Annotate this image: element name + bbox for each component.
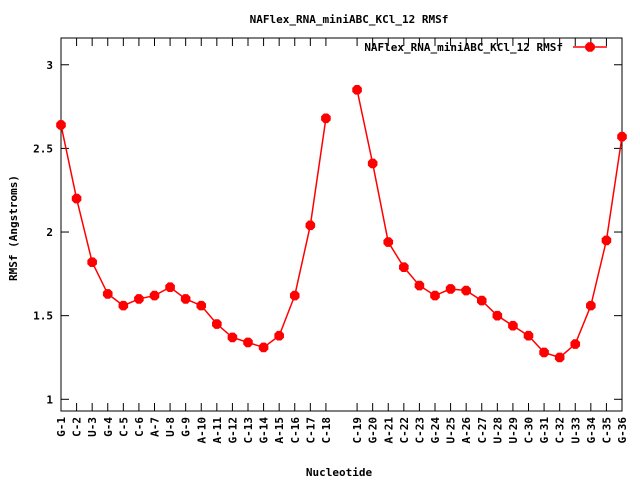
data-point-G-36 <box>617 131 627 142</box>
data-point-C-17 <box>305 220 316 231</box>
x-tick-label: G-14 <box>258 417 271 444</box>
x-tick-label: G-20 <box>367 417 380 444</box>
x-tick-label: C-6 <box>133 417 146 437</box>
data-point-U-25 <box>445 284 456 294</box>
y-tick-label: 1 <box>46 393 53 406</box>
x-tick-label: C-2 <box>71 417 84 437</box>
data-point-C-19 <box>352 85 362 95</box>
data-point-A-10 <box>196 300 207 311</box>
x-tick-label: C-32 <box>554 417 567 444</box>
data-point-G-34 <box>586 300 596 311</box>
x-tick-label: C-35 <box>600 417 613 444</box>
plot-border <box>60 37 623 412</box>
data-point-A-7 <box>149 290 160 301</box>
x-tick-label: G-9 <box>180 417 193 437</box>
data-point-G-1 <box>56 120 66 130</box>
x-tick-label: A-21 <box>382 417 395 444</box>
x-tick-label: G-31 <box>538 417 551 444</box>
data-point-C-22 <box>399 262 409 272</box>
data-point-C-23 <box>414 280 425 291</box>
data-point-G-20 <box>367 158 378 169</box>
x-tick-label: U-28 <box>491 417 504 444</box>
data-point-C-30 <box>523 330 534 341</box>
data-point-C-2 <box>71 193 82 204</box>
data-point-C-35 <box>601 235 612 246</box>
x-tick-label: U-25 <box>445 417 458 444</box>
plot-frame <box>60 37 623 412</box>
x-tick-label: U-3 <box>86 417 99 437</box>
data-point-A-26 <box>461 285 471 296</box>
x-tick-label: C-22 <box>398 417 411 444</box>
x-tick-label: A-10 <box>195 417 208 444</box>
x-tick-label: C-17 <box>304 417 317 444</box>
x-tick-label: U-8 <box>164 417 177 437</box>
data-point-A-11 <box>212 319 222 329</box>
data-point-G-4 <box>102 289 113 299</box>
y-tick-label: 3 <box>46 59 53 72</box>
x-tick-label: C-23 <box>413 417 426 444</box>
data-point-C-18 <box>321 113 331 124</box>
x-tick-label: C-27 <box>476 417 489 444</box>
x-tick-label: C-5 <box>117 417 130 437</box>
data-point-G-24 <box>430 290 440 301</box>
x-tick-label: C-16 <box>289 417 302 444</box>
x-tick-label: G-4 <box>102 417 115 437</box>
data-point-G-12 <box>227 332 238 343</box>
x-tick-label: A-7 <box>149 417 162 437</box>
data-point-C-5 <box>118 300 129 311</box>
data-point-A-21 <box>383 237 394 247</box>
data-point-U-33 <box>570 339 581 349</box>
data-series <box>56 85 627 363</box>
data-point-G-9 <box>180 294 191 304</box>
data-point-C-32 <box>554 352 565 363</box>
x-tick-label: G-12 <box>226 417 239 444</box>
data-point-G-31 <box>539 347 549 358</box>
data-point-U-29 <box>508 320 518 331</box>
legend-entry-label: NAFlex_RNA_miniABC_KCl_12 RMSf <box>364 41 563 54</box>
data-point-C-27 <box>476 295 487 306</box>
x-axis-label: Nucleotide <box>306 466 373 479</box>
x-tick-label: U-29 <box>507 417 520 444</box>
x-tick-label: C-30 <box>523 417 536 444</box>
series-line-segment-1 <box>60 118 327 349</box>
legend-marker <box>585 42 595 52</box>
series-line-segment-2 <box>356 89 623 359</box>
data-point-C-16 <box>289 290 300 301</box>
data-point-U-3 <box>87 257 97 267</box>
chart-title: NAFlex_RNA_miniABC_KCl_12 RMSf <box>250 13 449 26</box>
data-point-A-15 <box>274 330 284 341</box>
y-axis-ticks: 1 1.5 2 2.5 3 <box>33 59 622 406</box>
x-tick-label: G-36 <box>616 417 629 444</box>
x-tick-label: C-18 <box>320 417 333 444</box>
data-point-G-14 <box>258 342 269 353</box>
x-tick-label: A-26 <box>460 417 473 444</box>
x-tick-label: G-1 <box>55 417 68 437</box>
x-tick-label: A-11 <box>211 417 224 444</box>
x-tick-label: C-13 <box>242 417 255 444</box>
y-tick-label: 2.5 <box>33 142 53 155</box>
data-point-U-28 <box>492 310 503 321</box>
y-tick-label: 2 <box>46 226 53 239</box>
x-tick-label: A-15 <box>273 417 286 444</box>
data-point-C-6 <box>134 294 144 304</box>
legend: NAFlex_RNA_miniABC_KCl_12 RMSf <box>364 41 607 54</box>
x-tick-label: G-24 <box>429 417 442 444</box>
x-tick-label: C-19 <box>351 417 364 444</box>
data-point-C-13 <box>243 337 253 348</box>
x-tick-label: G-34 <box>585 417 598 444</box>
x-tick-label: U-33 <box>569 417 582 444</box>
x-axis-ticks: G-1 C-2 U-3 G-4 C-5 C-6 A-7 U-8 G-9 A-10 A-11 G-12 C… <box>55 38 629 444</box>
y-tick-label: 1.5 <box>33 310 53 323</box>
y-axis-label: RMSf (Angstroms) <box>7 175 20 281</box>
data-point-U-8 <box>165 282 175 293</box>
